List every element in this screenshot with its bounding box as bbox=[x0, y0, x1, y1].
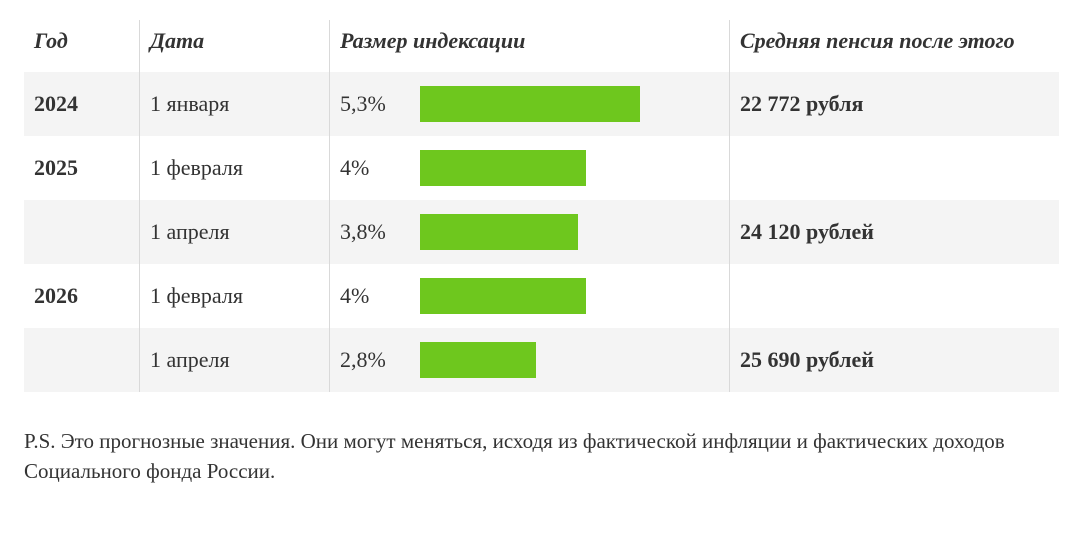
year-cell bbox=[24, 328, 139, 392]
bar-track bbox=[420, 150, 719, 186]
footnote: P.S. Это прогнозные значения. Они могут … bbox=[24, 426, 1059, 487]
bar-fill bbox=[420, 278, 586, 314]
index-cell: 2,8% bbox=[329, 328, 729, 392]
year-cell: 2025 bbox=[24, 136, 139, 200]
index-percent: 2,8% bbox=[340, 347, 402, 373]
index-percent: 4% bbox=[340, 283, 402, 309]
date-cell: 1 апреля bbox=[139, 328, 329, 392]
date-cell: 1 февраля bbox=[139, 264, 329, 328]
header-pension: Средняя пенсия после этого bbox=[729, 20, 1059, 72]
header-index: Размер индексации bbox=[329, 20, 729, 72]
index-percent: 3,8% bbox=[340, 219, 402, 245]
date-cell: 1 февраля bbox=[139, 136, 329, 200]
bar-fill bbox=[420, 342, 536, 378]
year-cell: 2026 bbox=[24, 264, 139, 328]
pension-table: Год Дата Размер индексации Средняя пенси… bbox=[24, 20, 1059, 392]
index-percent: 4% bbox=[340, 155, 402, 181]
bar-fill bbox=[420, 150, 586, 186]
bar-track bbox=[420, 86, 719, 122]
index-cell: 3,8% bbox=[329, 200, 729, 264]
bar-fill bbox=[420, 214, 578, 250]
index-percent: 5,3% bbox=[340, 91, 402, 117]
index-cell: 4% bbox=[329, 136, 729, 200]
pension-cell bbox=[729, 136, 1059, 200]
bar-fill bbox=[420, 86, 640, 122]
header-date: Дата bbox=[139, 20, 329, 72]
year-cell: 2024 bbox=[24, 72, 139, 136]
bar-track bbox=[420, 278, 719, 314]
pension-cell: 24 120 рублей bbox=[729, 200, 1059, 264]
pension-cell bbox=[729, 264, 1059, 328]
date-cell: 1 апреля bbox=[139, 200, 329, 264]
index-cell: 5,3% bbox=[329, 72, 729, 136]
bar-track bbox=[420, 342, 719, 378]
pension-cell: 22 772 рубля bbox=[729, 72, 1059, 136]
pension-cell: 25 690 рублей bbox=[729, 328, 1059, 392]
bar-track bbox=[420, 214, 719, 250]
header-year: Год bbox=[24, 20, 139, 72]
year-cell bbox=[24, 200, 139, 264]
date-cell: 1 января bbox=[139, 72, 329, 136]
index-cell: 4% bbox=[329, 264, 729, 328]
